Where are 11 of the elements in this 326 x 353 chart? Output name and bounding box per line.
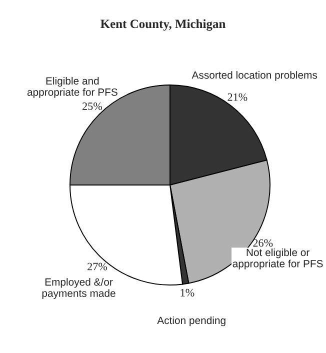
slice-label: Eligible and appropriate for PFS bbox=[27, 76, 118, 98]
slice-label: Action pending bbox=[157, 316, 226, 326]
slice-label: Not eligible or appropriate for PFS bbox=[232, 248, 323, 270]
data-label: 21% bbox=[228, 93, 248, 101]
chart-title: Kent County, Michigan bbox=[100, 19, 226, 31]
slice-label: Employed &/or payments made bbox=[42, 278, 116, 299]
data-label: 1% bbox=[180, 288, 194, 296]
data-label: 26% bbox=[253, 239, 273, 247]
data-label: 25% bbox=[82, 102, 102, 110]
data-label: 27% bbox=[88, 262, 108, 270]
slice-label: Assorted location problems bbox=[192, 71, 318, 81]
